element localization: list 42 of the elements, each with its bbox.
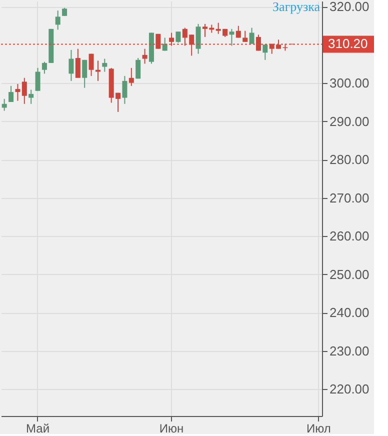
candlestick [82,59,88,88]
y-tick-label: 220.00 [330,382,370,397]
candlestick [142,48,148,64]
candlestick [256,34,261,52]
candlestick [169,32,174,46]
candlestick [35,67,40,92]
candlestick [95,60,100,82]
y-tick-label: 260.00 [330,228,370,244]
candlestick [196,23,201,54]
y-tick-label: 300.00 [330,76,370,91]
candlestick [68,49,74,82]
y-tick-label: 250.00 [330,266,370,282]
candlestick [162,37,168,52]
candlestick [42,61,47,74]
ref-line-label: 310.20 [328,36,368,52]
x-tick-label: Июн [159,422,184,436]
candlestick [88,53,94,76]
candlestick [15,84,20,102]
candlestick [229,28,234,46]
candlestick [249,27,254,44]
y-tick-label: 240.00 [330,305,370,320]
y-tick-label: 320.00 [330,0,370,14]
candlestick [136,57,141,80]
candlestick [242,30,248,42]
candlestick [8,85,14,102]
candlestick [102,58,108,72]
candlestick [262,44,268,60]
candlestick [75,48,80,78]
candlestick [176,31,181,44]
candlestick [2,98,7,112]
x-tick-label: Июл [306,422,331,436]
y-tick-label: 280.00 [330,152,370,168]
candlestick [28,89,34,104]
y-tick-label: 230.00 [330,343,370,358]
annotation: Загрузка [272,0,320,14]
x-tick-label: Май [26,422,50,436]
candlestick [55,10,60,30]
y-tick-label: 270.00 [330,190,370,206]
candlestick [128,67,134,86]
candlestick [22,77,27,104]
y-tick-label: 290.00 [330,114,370,129]
candlestick [122,75,128,104]
